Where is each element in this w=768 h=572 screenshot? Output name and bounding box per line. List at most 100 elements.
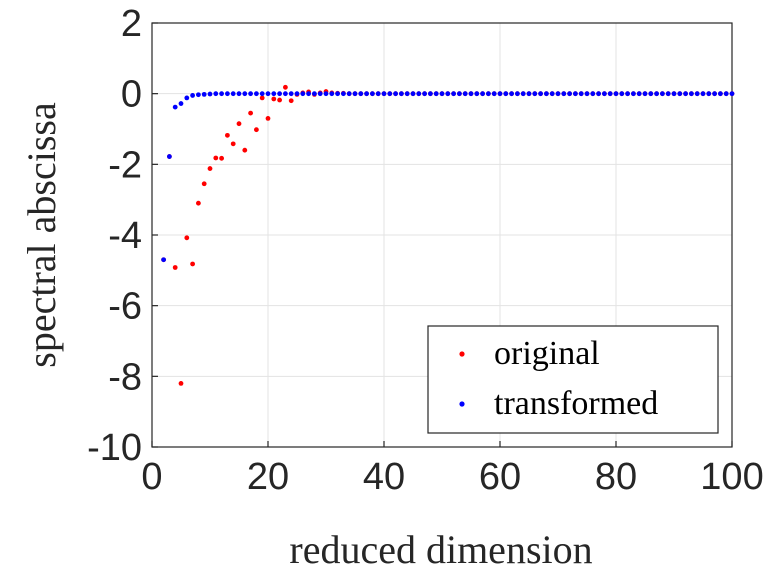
transformed-point [671, 91, 677, 97]
transformed-point [689, 91, 694, 97]
transformed-point [491, 91, 497, 97]
original-point [190, 261, 196, 267]
original-point [236, 121, 242, 127]
transformed-point [196, 92, 201, 98]
transformed-point [544, 91, 549, 97]
transformed-point [404, 91, 410, 97]
y-tick-label: 2 [121, 3, 142, 45]
y-tick-label: -6 [108, 286, 142, 328]
transformed-point [706, 91, 712, 97]
transformed-point [341, 91, 346, 97]
y-tick-label: -4 [108, 215, 142, 257]
original-point [259, 95, 265, 101]
transformed-point [428, 91, 433, 97]
transformed-point [399, 91, 404, 97]
transformed-point [364, 91, 369, 97]
legend-label-original: original [494, 335, 600, 372]
y-axis-label: spectral abscissa [19, 102, 64, 368]
legend-marker-original [459, 351, 465, 357]
y-tick-label: -8 [108, 356, 142, 398]
transformed-point [538, 91, 543, 97]
transformed-point [254, 91, 259, 97]
transformed-point [526, 91, 532, 97]
transformed-point [381, 91, 387, 97]
original-point [277, 97, 282, 103]
original-point [207, 166, 213, 171]
y-tick-label: 0 [121, 74, 142, 116]
transformed-point [201, 91, 207, 97]
transformed-point [358, 91, 364, 97]
transformed-point [503, 91, 509, 97]
legend: original transformed [427, 325, 719, 434]
y-tick-label: -2 [108, 144, 142, 186]
transformed-point [677, 91, 683, 97]
transformed-point [219, 91, 225, 97]
original-point [288, 98, 294, 104]
transformed-point [265, 91, 271, 97]
transformed-point [613, 91, 619, 97]
transformed-point [648, 91, 654, 97]
transformed-point [590, 91, 596, 97]
original-point [283, 84, 288, 90]
transformed-point [288, 91, 294, 97]
transformed-point [619, 91, 625, 97]
transformed-point [323, 91, 329, 97]
transformed-point [312, 91, 317, 97]
transformed-point [712, 91, 717, 97]
transformed-point [729, 91, 735, 97]
transformed-point [474, 91, 480, 97]
transformed-point [387, 91, 393, 97]
transformed-point [555, 91, 561, 97]
x-tick-label: 80 [595, 456, 637, 498]
original-point [254, 127, 259, 133]
transformed-point [642, 91, 648, 97]
original-point [219, 155, 225, 161]
x-axis-ticks: 0 20 40 60 80 100 [141, 441, 764, 498]
transformed-point [532, 91, 538, 97]
transformed-point [665, 91, 671, 97]
transformed-point [172, 104, 178, 110]
transformed-point [352, 91, 358, 97]
transformed-point [259, 91, 265, 97]
transformed-point [607, 91, 613, 97]
transformed-point [602, 91, 607, 97]
original-point [225, 132, 230, 138]
transformed-point [683, 91, 688, 97]
transformed-point [184, 95, 190, 101]
transformed-point [561, 91, 567, 97]
original-point [178, 381, 184, 386]
transformed-point [457, 91, 462, 97]
transformed-point [486, 91, 491, 97]
transformed-point [509, 91, 514, 97]
x-tick-label: 20 [247, 456, 289, 498]
transformed-point [190, 93, 196, 98]
transformed-point [294, 91, 300, 97]
transformed-point [515, 91, 520, 97]
transformed-point [167, 154, 172, 159]
transformed-point [578, 91, 584, 97]
transformed-point [242, 91, 248, 97]
transformed-point [375, 91, 381, 97]
original-point [242, 147, 248, 153]
transformed-point [636, 91, 642, 97]
transformed-point [549, 91, 555, 97]
x-tick-label: 40 [363, 456, 405, 498]
transformed-point [178, 101, 184, 106]
original-point [213, 155, 219, 161]
transformed-point [596, 91, 601, 97]
transformed-point [573, 91, 578, 97]
transformed-point [660, 91, 665, 97]
transformed-point [480, 91, 485, 97]
transformed-point [451, 91, 456, 97]
transformed-point [700, 91, 706, 97]
x-tick-label: 60 [479, 456, 521, 498]
original-point [248, 110, 254, 116]
transformed-point [370, 91, 375, 97]
y-axis-ticks: 2 0 -2 -4 -6 -8 -10 [87, 3, 158, 469]
transformed-point [422, 91, 427, 97]
transformed-point [462, 91, 468, 97]
original-point [196, 200, 201, 206]
transformed-point [283, 91, 288, 97]
transformed-point [317, 91, 323, 97]
